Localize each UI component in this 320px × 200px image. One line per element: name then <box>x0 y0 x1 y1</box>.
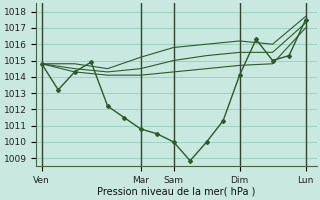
X-axis label: Pression niveau de la mer( hPa ): Pression niveau de la mer( hPa ) <box>97 187 256 197</box>
